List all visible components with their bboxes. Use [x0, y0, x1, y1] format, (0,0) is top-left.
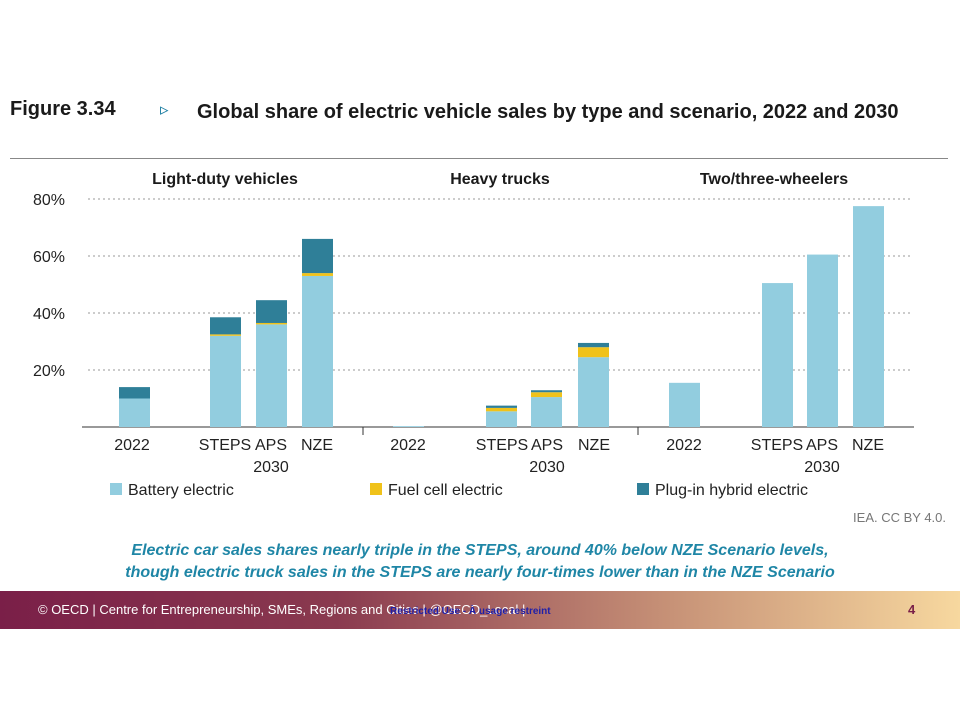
footer-restriction-tag: Restricted Use - À usage restreint — [390, 606, 551, 617]
x-group-label: 2030 — [529, 459, 565, 476]
bar-segment — [302, 238, 333, 274]
bar-segment — [119, 387, 150, 399]
footer-bar: © OECD | Centre for Entrepreneurship, SM… — [0, 591, 960, 629]
x-tick-label: STEPS — [199, 437, 251, 454]
bar-segment — [578, 342, 609, 348]
x-tick-label: 2022 — [390, 437, 426, 454]
bar-segment — [531, 392, 562, 398]
y-tick-label: 80% — [33, 192, 65, 209]
bar-segment — [256, 300, 287, 323]
bar-segment — [210, 334, 241, 336]
title-divider — [10, 158, 948, 159]
x-tick-label: 2022 — [666, 437, 702, 454]
bar-segment — [807, 254, 838, 427]
figure-caption: Electric car sales shares nearly triple … — [0, 540, 960, 584]
bar-segment — [302, 273, 333, 276]
source-credit: IEA. CC BY 4.0. — [853, 510, 946, 525]
bar-segment — [486, 407, 517, 412]
x-tick-label: NZE — [301, 437, 333, 454]
x-tick-label: 2022 — [114, 437, 150, 454]
legend-swatch — [110, 483, 122, 495]
panel-title: Light-duty vehicles — [152, 171, 298, 188]
bar-segment — [210, 335, 241, 427]
legend-label: Battery electric — [128, 482, 234, 499]
footer-copyright: © OECD | Centre for Entrepreneurship, SM… — [38, 602, 526, 617]
x-tick-label: NZE — [578, 437, 610, 454]
bar-segment — [531, 397, 562, 427]
x-group-label: 2030 — [253, 459, 289, 476]
caption-line-1: Electric car sales shares nearly triple … — [131, 542, 829, 559]
bar-segment — [578, 347, 609, 358]
ev-sales-chart: 20% 40% 60% 80% Light-duty vehicles 2022 STEPS… — [33, 171, 914, 499]
figure-label: Figure 3.34 — [10, 98, 116, 120]
legend-label: Plug-in hybrid electric — [655, 482, 808, 499]
y-tick-label: 40% — [33, 306, 65, 323]
bar-segment — [393, 426, 424, 427]
page-number: 4 — [908, 602, 916, 617]
x-tick-label: NZE — [852, 437, 884, 454]
bar-segment — [210, 317, 241, 335]
bar-segment — [302, 275, 333, 427]
panel-title: Heavy trucks — [450, 171, 550, 188]
figure-arrow-icon: ▹ — [160, 100, 169, 119]
figure-title: Global share of electric vehicle sales b… — [197, 101, 899, 123]
x-tick-label: APS — [255, 437, 287, 454]
legend-label: Fuel cell electric — [388, 482, 503, 499]
bar-segment — [256, 324, 287, 427]
x-tick-label: APS — [531, 437, 563, 454]
x-tick-label: STEPS — [476, 437, 528, 454]
legend-swatch — [637, 483, 649, 495]
bar-segment — [531, 390, 562, 393]
bar-segment — [486, 411, 517, 427]
bar-segment — [762, 283, 793, 427]
bar-segment — [119, 398, 150, 427]
bar-segment — [853, 206, 884, 427]
y-tick-label: 60% — [33, 249, 65, 266]
x-group-label: 2030 — [804, 459, 840, 476]
bar-segment — [578, 357, 609, 427]
x-tick-label: STEPS — [751, 437, 803, 454]
caption-line-2: though electric truck sales in the STEPS… — [125, 564, 835, 581]
bar-segment — [256, 322, 287, 325]
y-tick-label: 20% — [33, 363, 65, 380]
bar-segment — [486, 405, 517, 408]
panel-title: Two/three-wheelers — [700, 171, 848, 188]
x-tick-label: APS — [806, 437, 838, 454]
bar-segment — [669, 382, 700, 427]
legend-swatch — [370, 483, 382, 495]
